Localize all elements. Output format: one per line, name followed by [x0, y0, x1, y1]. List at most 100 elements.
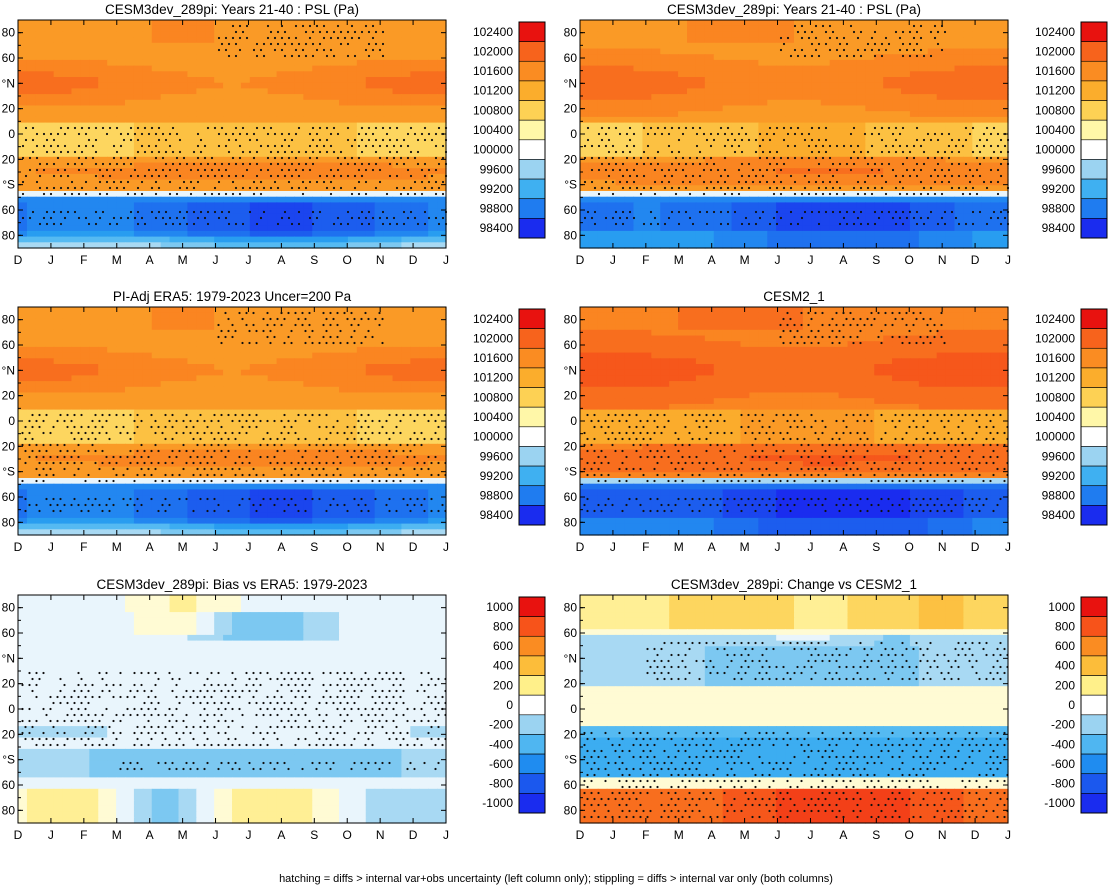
heat-cell — [990, 202, 1000, 209]
heat-cell — [642, 168, 652, 175]
heat-cell — [981, 162, 991, 169]
heat-cell — [999, 42, 1009, 50]
heat-cell — [356, 31, 367, 38]
stipple-dot — [297, 210, 301, 214]
heat-cell — [178, 82, 189, 89]
heat-cell — [580, 37, 590, 44]
stipple-dot — [150, 174, 154, 178]
heat-cell — [776, 116, 786, 124]
stipple-dot — [115, 222, 119, 226]
heat-cell — [365, 48, 376, 55]
stipple-dot — [817, 162, 821, 166]
stipple-dot — [378, 144, 382, 148]
heat-cell — [597, 20, 608, 27]
heat-cell — [802, 225, 813, 232]
heat-cell — [713, 196, 724, 203]
stipple-dot — [66, 186, 70, 190]
heat-cell — [365, 25, 376, 32]
heat-cell — [892, 202, 902, 209]
heat-cell — [62, 71, 73, 78]
heat-cell — [972, 151, 982, 158]
heat-cell — [249, 173, 260, 181]
heat-cell — [214, 219, 224, 226]
heat-cell — [909, 179, 920, 186]
heat-cell — [428, 191, 438, 198]
heat-cell — [339, 213, 349, 221]
heat-cell — [151, 208, 162, 215]
heat-cell — [98, 213, 108, 221]
heat-cell — [249, 25, 260, 32]
heat-cell — [642, 99, 652, 107]
stipple-dot — [70, 180, 74, 184]
heat-cell — [660, 59, 670, 67]
stipple-dot — [28, 216, 32, 220]
heat-cell — [365, 139, 376, 146]
heat-cell — [811, 59, 822, 67]
heat-cell — [53, 71, 64, 78]
heat-cell — [847, 111, 858, 118]
stipple-dot — [59, 126, 63, 130]
heat-cell — [214, 242, 224, 249]
heat-cell — [35, 179, 46, 186]
heat-cell — [776, 202, 786, 209]
stipple-dot — [434, 144, 438, 148]
heat-cell — [606, 31, 617, 38]
heat-cell — [35, 242, 46, 249]
heat-cell — [695, 185, 706, 192]
stipple-dot — [409, 126, 413, 130]
stipple-dot — [378, 216, 382, 220]
heat-cell — [883, 225, 893, 232]
heat-cell — [615, 151, 626, 158]
heat-cell — [794, 20, 804, 27]
stipple-dot — [91, 156, 95, 160]
heat-cell — [214, 225, 224, 232]
heat-cell — [624, 116, 635, 124]
heat-cell — [606, 128, 617, 135]
heat-cell — [151, 54, 162, 61]
heat-cell — [125, 168, 135, 175]
heat-cell — [107, 82, 117, 89]
heat-cell — [356, 219, 367, 226]
heat-cell — [981, 48, 991, 55]
stipple-dot — [52, 222, 56, 226]
heat-cell — [339, 173, 349, 181]
heat-cell — [909, 65, 920, 72]
heat-cell — [178, 42, 189, 50]
heat-cell — [704, 185, 715, 192]
heat-cell — [820, 145, 831, 152]
heat-cell — [811, 71, 822, 78]
heat-cell — [580, 134, 590, 141]
heat-cell — [330, 105, 340, 112]
heat-cell — [731, 65, 742, 72]
stipple-dot — [189, 168, 193, 172]
heat-cell — [347, 139, 358, 146]
heat-cell — [767, 128, 777, 135]
stipple-dot — [364, 48, 368, 52]
heat-cell — [927, 42, 938, 50]
heat-cell — [847, 139, 858, 146]
heat-cell — [651, 111, 661, 118]
heat-cell — [89, 168, 99, 175]
heat-cell — [918, 179, 929, 186]
heat-cell — [642, 213, 652, 221]
heat-cell — [80, 122, 90, 129]
heat-cell — [133, 225, 144, 232]
heat-cell — [722, 128, 733, 135]
stipple-dot — [434, 168, 438, 172]
stipple-dot — [427, 132, 431, 136]
heat-cell — [339, 111, 349, 118]
heat-cell — [999, 213, 1009, 221]
heat-cell — [419, 82, 429, 89]
heat-cell — [232, 59, 242, 67]
heat-cell — [615, 156, 626, 164]
heat-cell — [410, 111, 420, 118]
heat-cell — [240, 179, 251, 186]
heat-cell — [133, 71, 144, 78]
stipple-dot — [385, 192, 389, 196]
heat-cell — [704, 173, 715, 181]
heat-cell — [847, 225, 858, 232]
stipple-dot — [59, 150, 63, 154]
heat-cell — [383, 31, 394, 38]
heat-cell — [642, 116, 652, 124]
